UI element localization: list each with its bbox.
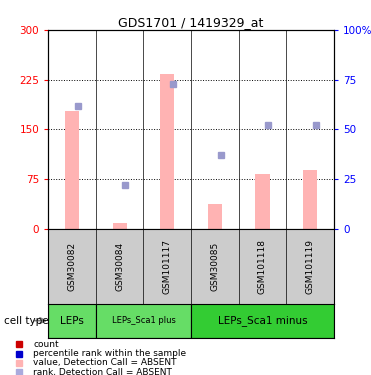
Text: percentile rank within the sample: percentile rank within the sample <box>33 349 187 358</box>
Text: value, Detection Call = ABSENT: value, Detection Call = ABSENT <box>33 358 177 368</box>
Title: GDS1701 / 1419329_at: GDS1701 / 1419329_at <box>118 16 264 29</box>
Bar <box>191 304 334 338</box>
Bar <box>48 304 96 338</box>
Bar <box>208 204 222 229</box>
Text: LEPs: LEPs <box>60 316 84 326</box>
Text: LEPs_Sca1 plus: LEPs_Sca1 plus <box>112 316 175 325</box>
Text: LEPs_Sca1 minus: LEPs_Sca1 minus <box>218 315 307 326</box>
Bar <box>65 111 79 229</box>
Bar <box>160 74 174 229</box>
Text: GSM30082: GSM30082 <box>68 242 76 291</box>
Text: GSM101117: GSM101117 <box>163 239 172 294</box>
Text: GSM30085: GSM30085 <box>210 242 219 291</box>
Text: GSM101118: GSM101118 <box>258 239 267 294</box>
Text: GSM101119: GSM101119 <box>306 239 315 294</box>
Text: cell type: cell type <box>4 316 48 326</box>
Text: GSM30084: GSM30084 <box>115 242 124 291</box>
Bar <box>96 304 191 338</box>
Bar <box>255 174 270 229</box>
Bar <box>303 171 317 229</box>
Text: count: count <box>33 340 59 349</box>
Text: rank, Detection Call = ABSENT: rank, Detection Call = ABSENT <box>33 368 172 375</box>
Bar <box>112 224 127 229</box>
